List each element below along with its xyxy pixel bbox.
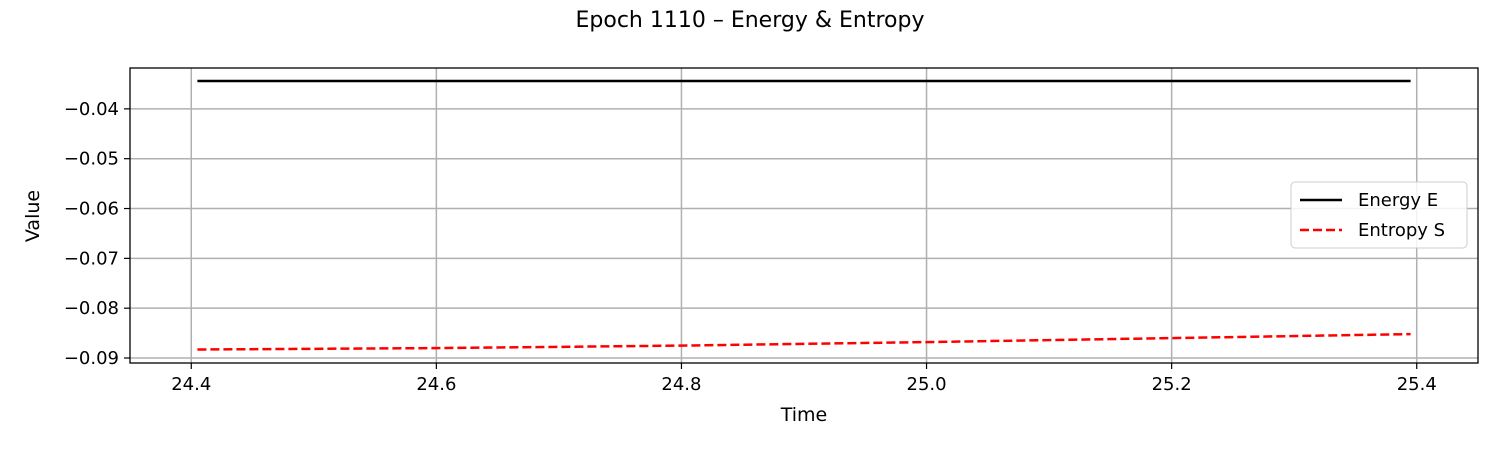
x-tick-label: 24.8 (661, 374, 701, 395)
plot-frame (129, 67, 1479, 364)
x-tick-label: 24.4 (171, 374, 211, 395)
axis-ticks: 24.4 24.6 24.8 25.0 25.2 25.4 −0.09 −0.08 −0.07 −… (64, 99, 1437, 395)
y-tick-label: −0.09 (64, 348, 119, 369)
legend-box (1290, 181, 1468, 249)
y-tick-label: −0.06 (64, 199, 119, 220)
plot-series (197, 79, 1411, 351)
y-tick-label: −0.07 (64, 248, 119, 269)
x-tick-label: 25.2 (1152, 374, 1192, 395)
legend-label-energy: Energy E (1358, 190, 1438, 211)
legend: Energy E Entropy S (1290, 181, 1468, 249)
legend-label-entropy: Entropy S (1358, 220, 1445, 241)
y-tick-label: −0.08 (64, 298, 119, 319)
chart-title: Epoch 1110 – Energy & Entropy (576, 8, 925, 33)
y-tick-label: −0.05 (64, 149, 119, 170)
y-tick-label: −0.04 (64, 99, 119, 120)
x-tick-label: 25.0 (907, 374, 947, 395)
grid (130, 68, 1478, 363)
x-tick-label: 24.6 (416, 374, 456, 395)
x-tick-label: 25.4 (1397, 374, 1437, 395)
series-line-entropy (197, 332, 1411, 351)
y-axis-label: Value (22, 190, 44, 242)
x-axis-label: Time (780, 404, 828, 426)
